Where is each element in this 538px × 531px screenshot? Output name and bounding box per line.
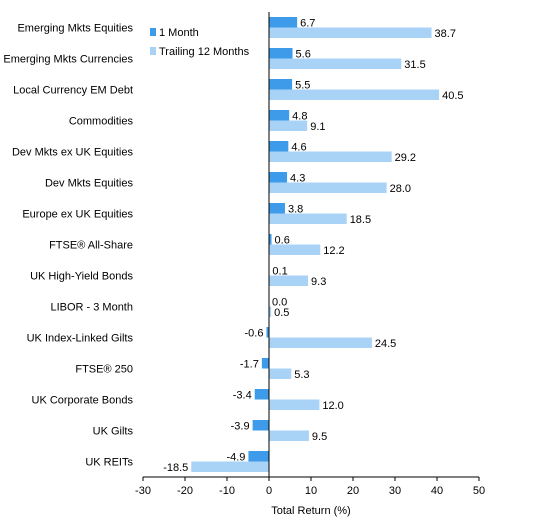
value-label-1-month-uk-corporate-bonds: -3.4 <box>233 389 252 401</box>
category-label-emerging-mkts-equities: Emerging Mkts Equities <box>17 23 133 35</box>
value-labels: 6.7 38.7 5.6 31.5 5.5 40.5 4.89.1 4.6 29.2 4.3 28.… <box>163 17 463 474</box>
value-label-trailing-12-months-dev-mkts-ex-uk-equities: 29.2 <box>395 152 416 164</box>
value-label-1-month-local-currency-em-debt: 5.5 <box>295 79 310 91</box>
bar-1-month-europe-ex-uk-equities <box>269 203 285 214</box>
bars-group <box>191 17 440 472</box>
bar-trailing-12-months-uk-index-linked-gilts <box>269 337 372 348</box>
bar-trailing-12-months-uk-high-yield-bonds <box>269 275 309 286</box>
x-tick-label: -10 <box>219 485 235 497</box>
bar-trailing-12-months-europe-ex-uk-equities <box>269 213 347 224</box>
value-label-trailing-12-months-uk-gilts: 9.5 <box>312 431 327 443</box>
category-label-uk-high-yield-bonds: UK High-Yield Bonds <box>30 271 133 283</box>
value-label-1-month-uk-high-yield-bonds: 0.1 <box>272 265 287 277</box>
category-labels: Emerging Mkts Equities Emerging Mkts Curr… <box>3 23 133 469</box>
bar-1-month-uk-gilts <box>252 420 269 431</box>
category-label-dev-mkts-ex-uk-equities: Dev Mkts ex UK Equities <box>12 147 134 159</box>
category-label-ftse-250: FTSE® 250 <box>75 364 133 376</box>
value-label-1-month-libor-3-month: 0.0 <box>272 296 287 308</box>
bar-trailing-12-months-local-currency-em-debt <box>269 89 440 100</box>
x-tick-label: -20 <box>177 485 193 497</box>
value-label-trailing-12-months-uk-high-yield-bonds: 9.3 <box>311 276 326 288</box>
category-label-dev-mkts-equities: Dev Mkts Equities <box>45 178 134 190</box>
legend-swatch-1-month <box>150 28 156 36</box>
category-label-uk-corporate-bonds: UK Corporate Bonds <box>32 395 134 407</box>
value-label-trailing-12-months-commodities: 9.1 <box>310 121 325 133</box>
category-label-ftse-all-share: FTSE® All-Share <box>49 240 133 252</box>
bar-trailing-12-months-commodities <box>269 120 308 131</box>
bar-1-month-dev-mkts-ex-uk-equities <box>269 141 289 152</box>
x-tick-label: 20 <box>347 485 359 497</box>
bar-trailing-12-months-ftse-250 <box>269 368 292 379</box>
bar-1-month-commodities <box>269 110 290 121</box>
bar-trailing-12-months-libor-3-month <box>269 306 272 317</box>
x-tick-label: 50 <box>473 485 485 497</box>
value-label-trailing-12-months-ftse-all-share: 12.2 <box>323 245 344 257</box>
value-label-trailing-12-months-dev-mkts-equities: 28.0 <box>390 183 411 195</box>
value-label-trailing-12-months-europe-ex-uk-equities: 18.5 <box>350 214 371 226</box>
value-label-1-month-uk-reits: -4.9 <box>226 451 245 463</box>
category-label-europe-ex-uk-equities: Europe ex UK Equities <box>22 209 133 221</box>
category-label-uk-index-linked-gilts: UK Index-Linked Gilts <box>27 333 134 345</box>
bar-trailing-12-months-ftse-all-share <box>269 244 321 255</box>
category-label-emerging-mkts-currencies: Emerging Mkts Currencies <box>3 54 133 66</box>
x-tick-label: 40 <box>431 485 443 497</box>
bar-1-month-ftse-250 <box>261 358 269 369</box>
value-label-trailing-12-months-local-currency-em-debt: 40.5 <box>442 90 463 102</box>
value-label-1-month-commodities: 4.8 <box>292 110 307 122</box>
value-label-1-month-emerging-mkts-currencies: 5.6 <box>296 48 311 60</box>
value-label-1-month-ftse-all-share: 0.6 <box>275 234 290 246</box>
value-label-1-month-dev-mkts-equities: 4.3 <box>290 172 305 184</box>
value-label-1-month-dev-mkts-ex-uk-equities: 4.6 <box>291 141 306 153</box>
value-label-1-month-ftse-250: -1.7 <box>240 358 259 370</box>
value-label-trailing-12-months-uk-corporate-bonds: 12.0 <box>322 400 343 412</box>
x-axis-ticks: -30 -20 -10 0 10 20 30 40 50 <box>135 477 485 497</box>
category-label-commodities: Commodities <box>69 116 134 128</box>
bar-1-month-local-currency-em-debt <box>269 79 293 90</box>
x-tick-label: -30 <box>135 485 151 497</box>
legend-label-1-month: 1 Month <box>159 27 199 39</box>
category-label-uk-reits: UK REITs <box>85 457 133 469</box>
value-label-trailing-12-months-emerging-mkts-equities: 38.7 <box>435 28 456 40</box>
x-tick-label: 30 <box>389 485 401 497</box>
bar-1-month-uk-corporate-bonds <box>254 389 269 400</box>
bar-trailing-12-months-uk-reits <box>191 461 269 472</box>
bar-1-month-emerging-mkts-equities <box>269 17 298 28</box>
bar-trailing-12-months-emerging-mkts-currencies <box>269 58 402 69</box>
legend: 1 Month Trailing 12 Months <box>150 27 250 58</box>
x-tick-label: 0 <box>266 485 272 497</box>
bar-trailing-12-months-emerging-mkts-equities <box>269 27 432 38</box>
x-axis-title: Total Return (%) <box>271 505 350 517</box>
bar-1-month-emerging-mkts-currencies <box>269 48 293 59</box>
bar-1-month-dev-mkts-equities <box>269 172 288 183</box>
value-label-trailing-12-months-emerging-mkts-currencies: 31.5 <box>404 59 425 71</box>
value-label-trailing-12-months-uk-index-linked-gilts: 24.5 <box>375 338 396 350</box>
value-label-1-month-emerging-mkts-equities: 6.7 <box>300 17 315 29</box>
legend-label-trailing-12-months: Trailing 12 Months <box>159 46 250 58</box>
value-label-1-month-europe-ex-uk-equities: 3.8 <box>288 203 303 215</box>
value-label-trailing-12-months-ftse-250: 5.3 <box>294 369 309 381</box>
x-tick-label: 10 <box>305 485 317 497</box>
legend-swatch-trailing-12-months <box>150 47 156 55</box>
bar-trailing-12-months-dev-mkts-equities <box>269 182 387 193</box>
value-label-trailing-12-months-libor-3-month: 0.5 <box>274 307 289 319</box>
value-label-trailing-12-months-uk-reits: -18.5 <box>163 462 188 474</box>
category-label-libor-3-month: LIBOR - 3 Month <box>50 302 133 314</box>
bar-1-month-ftse-all-share <box>269 234 272 245</box>
category-label-uk-gilts: UK Gilts <box>93 426 134 438</box>
category-label-local-currency-em-debt: Local Currency EM Debt <box>13 85 133 97</box>
bar-1-month-uk-index-linked-gilts <box>266 327 269 338</box>
bar-trailing-12-months-uk-corporate-bonds <box>269 399 320 410</box>
bar-trailing-12-months-uk-gilts <box>269 430 309 441</box>
bar-1-month-uk-reits <box>248 451 269 462</box>
value-label-1-month-uk-index-linked-gilts: -0.6 <box>245 327 264 339</box>
bar-trailing-12-months-dev-mkts-ex-uk-equities <box>269 151 392 162</box>
value-label-1-month-uk-gilts: -3.9 <box>231 420 250 432</box>
